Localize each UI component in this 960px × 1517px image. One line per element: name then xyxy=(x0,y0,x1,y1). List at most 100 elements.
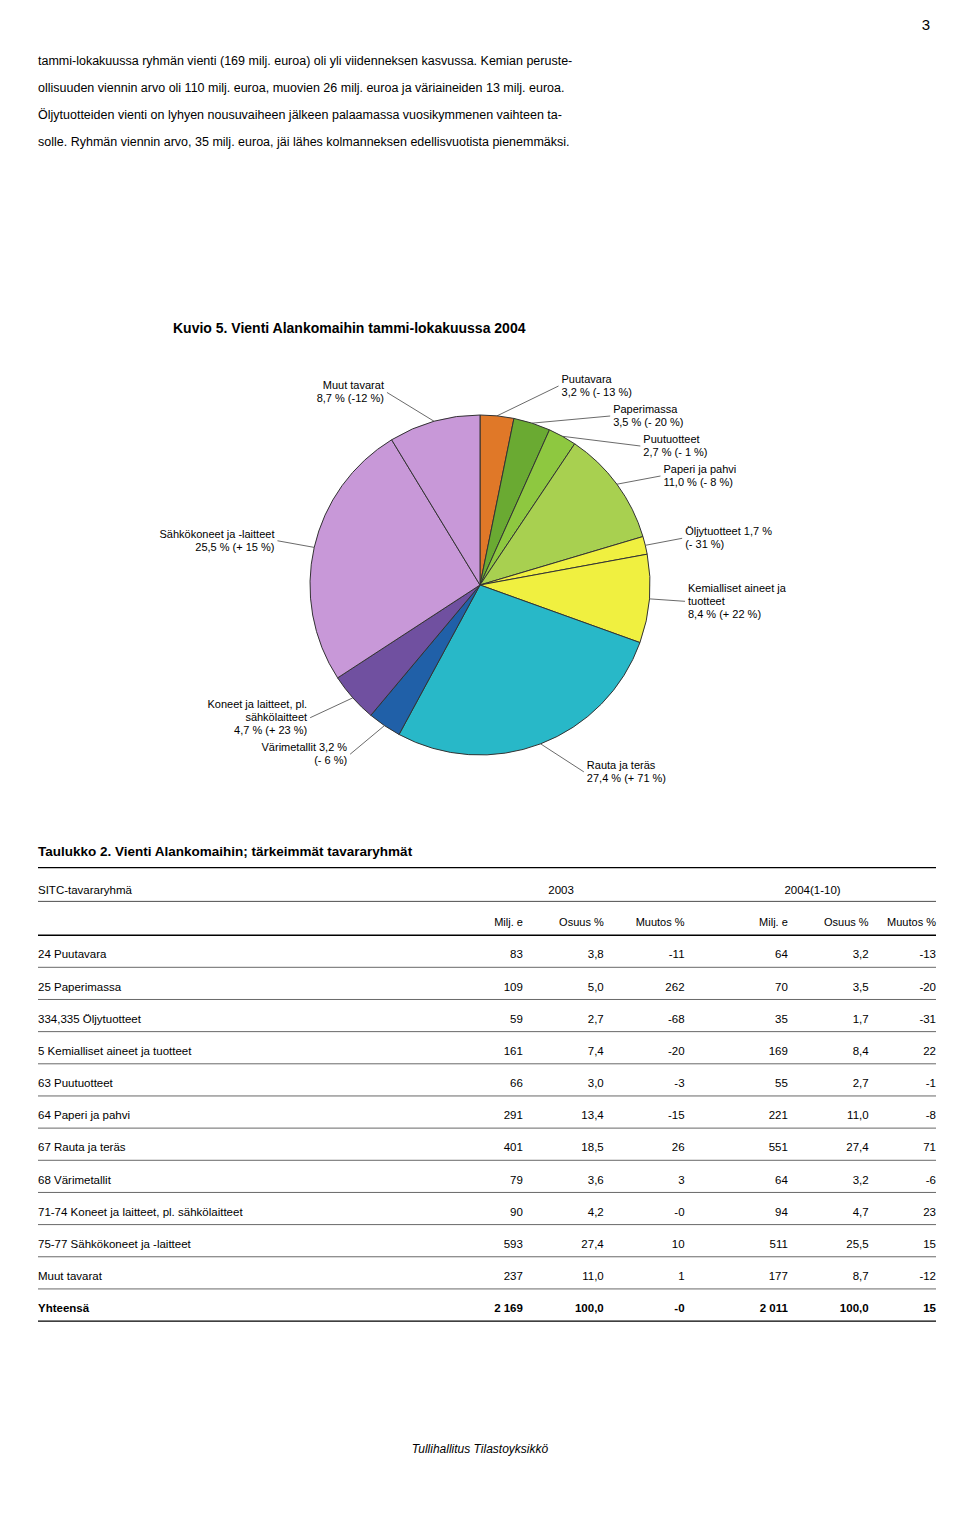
table-cell: 11,0 xyxy=(582,1270,604,1282)
leader-line xyxy=(617,476,661,484)
table-cell: 237 xyxy=(504,1270,523,1282)
table-cell: 67 Rauta ja teräs xyxy=(38,1141,126,1153)
table-cell: -0 xyxy=(674,1302,684,1314)
pie-labels: Puutavara3,2 % (- 13 %)Paperimassa3,5 % … xyxy=(159,373,786,784)
table-rule xyxy=(38,1095,936,1096)
slice-label: Puutuotteet2,7 % (- 1 %) xyxy=(643,433,707,458)
table-cell: 64 Paperi ja pahvi xyxy=(38,1109,130,1121)
page: 3 tammi-lokakuussa ryhmän vienti (169 mil… xyxy=(0,0,960,1517)
table-rule xyxy=(38,1160,936,1161)
leader-line xyxy=(350,726,384,755)
table-cell: Milj. e xyxy=(494,916,523,928)
table-rule xyxy=(38,1288,936,1289)
leader-line xyxy=(387,392,434,421)
table-cell: Osuus % xyxy=(559,916,604,928)
table-cell: 3 xyxy=(678,1174,684,1186)
table-cell: 1 xyxy=(678,1270,684,1282)
table-rule xyxy=(38,1192,936,1193)
table-cell: SITC-tavararyhmä xyxy=(38,884,133,896)
table: SITC-tavararyhmä 2003 2004(1-10) Milj. e Osu… xyxy=(38,868,937,1321)
table-cell: -15 xyxy=(668,1109,685,1121)
table-cell: 551 xyxy=(769,1141,788,1153)
table-cell: 66 xyxy=(510,1077,523,1089)
table-cell: 15 xyxy=(923,1238,936,1250)
table-cell: 100,0 xyxy=(575,1302,604,1314)
table-cell: 23 xyxy=(923,1206,936,1218)
table-cell: 169 xyxy=(769,1045,788,1057)
slice-label: Kemialliset aineet jatuotteet8,4 % (+ 22… xyxy=(688,582,787,620)
table-cell: 26 xyxy=(672,1141,685,1153)
table-cell: 27,4 xyxy=(581,1238,604,1250)
table-cell: -0 xyxy=(674,1206,684,1218)
slice-label: Paperimassa3,5 % (- 20 %) xyxy=(613,403,683,428)
leader-line xyxy=(532,416,610,423)
table-cell: 177 xyxy=(769,1270,788,1282)
table-cell: 2003 xyxy=(548,884,574,896)
table-cell: 27,4 xyxy=(846,1141,869,1153)
table-cell: 79 xyxy=(510,1174,523,1186)
table-cell: Muutos % xyxy=(887,916,936,928)
table-cell: -11 xyxy=(669,948,685,960)
table-cell: 262 xyxy=(665,981,684,993)
slice-label: Muut tavarat8,7 % (-12 %) xyxy=(317,379,384,404)
leader-line xyxy=(497,386,558,416)
leader-line xyxy=(562,436,640,446)
table-cell: 3,0 xyxy=(588,1077,604,1089)
table-cell: Muut tavarat xyxy=(38,1270,103,1282)
table-cell: -68 xyxy=(668,1013,685,1025)
table-rule xyxy=(38,1063,936,1064)
table-cell: 35 xyxy=(775,1013,788,1025)
table-cell: 64 xyxy=(775,1174,788,1186)
table-cell: 2 011 xyxy=(760,1302,789,1314)
table-cell: -13 xyxy=(919,948,936,960)
table-cell: 100,0 xyxy=(840,1302,869,1314)
intro-line: tammi-lokakuussa ryhmän vienti (169 milj… xyxy=(38,54,572,68)
leader-line xyxy=(277,541,314,548)
intro-line: Öljytuotteiden vienti on lyhyen nousuvai… xyxy=(38,108,562,122)
table-cell: 15 xyxy=(923,1302,936,1314)
chart-title: Kuvio 5. Vienti Alankomaihin tammi-lokak… xyxy=(173,320,526,336)
table-cell: Osuus % xyxy=(824,916,869,928)
slice-label: Värimetallit 3,2 %(- 6 %) xyxy=(262,741,348,766)
table-cell: 593 xyxy=(504,1238,523,1250)
table-cell: Muutos % xyxy=(636,916,685,928)
footer: Tullihallitus Tilastoyksikkö xyxy=(412,1442,549,1456)
table-cell: 401 xyxy=(504,1141,523,1153)
table-cell: 291 xyxy=(504,1109,523,1121)
table-cell: 55 xyxy=(775,1077,788,1089)
table-cell: 18,5 xyxy=(581,1141,603,1153)
table-cell: 1,7 xyxy=(853,1013,869,1025)
table-cell: 13,4 xyxy=(581,1109,604,1121)
table-rule xyxy=(38,1256,936,1257)
table-cell: 8,7 xyxy=(853,1270,869,1282)
table-cell: 3,2 xyxy=(853,948,869,960)
table-cell: 11,0 xyxy=(847,1109,869,1121)
table-cell: 63 Puutuotteet xyxy=(38,1077,114,1089)
table-rule xyxy=(38,934,936,936)
table-cell: 161 xyxy=(504,1045,523,1057)
table-cell: 2,7 xyxy=(853,1077,869,1089)
slice-label: Öljytuotteet 1,7 %(- 31 %) xyxy=(685,525,772,550)
table-cell: 3,8 xyxy=(588,948,604,960)
table-cell: 7,4 xyxy=(588,1045,605,1057)
table-cell: 2 169 xyxy=(494,1302,523,1314)
table-cell: 5,0 xyxy=(588,981,604,993)
table-cell: 25,5 xyxy=(846,1238,868,1250)
table-cell: 2,7 xyxy=(588,1013,604,1025)
leader-line xyxy=(649,599,685,601)
table-cell: 5 Kemialliset aineet ja tuotteet xyxy=(38,1045,192,1057)
table-cell: -12 xyxy=(919,1270,936,1282)
table-cell: Yhteensä xyxy=(38,1302,90,1314)
table-cell: 3,5 xyxy=(853,981,869,993)
table-cell: 83 xyxy=(510,948,523,960)
table-cell: -6 xyxy=(926,1174,936,1186)
page-number: 3 xyxy=(922,16,930,33)
table-cell: -3 xyxy=(674,1077,684,1089)
table-cell: Milj. e xyxy=(759,916,788,928)
table-cell: 2004(1-10) xyxy=(784,884,840,896)
table-cell: 4,2 xyxy=(588,1206,604,1218)
pie-slice xyxy=(392,415,480,585)
slice-label: Paperi ja pahvi11,0 % (- 8 %) xyxy=(663,463,736,488)
table-rule xyxy=(38,1128,936,1129)
table-rule xyxy=(38,967,936,968)
